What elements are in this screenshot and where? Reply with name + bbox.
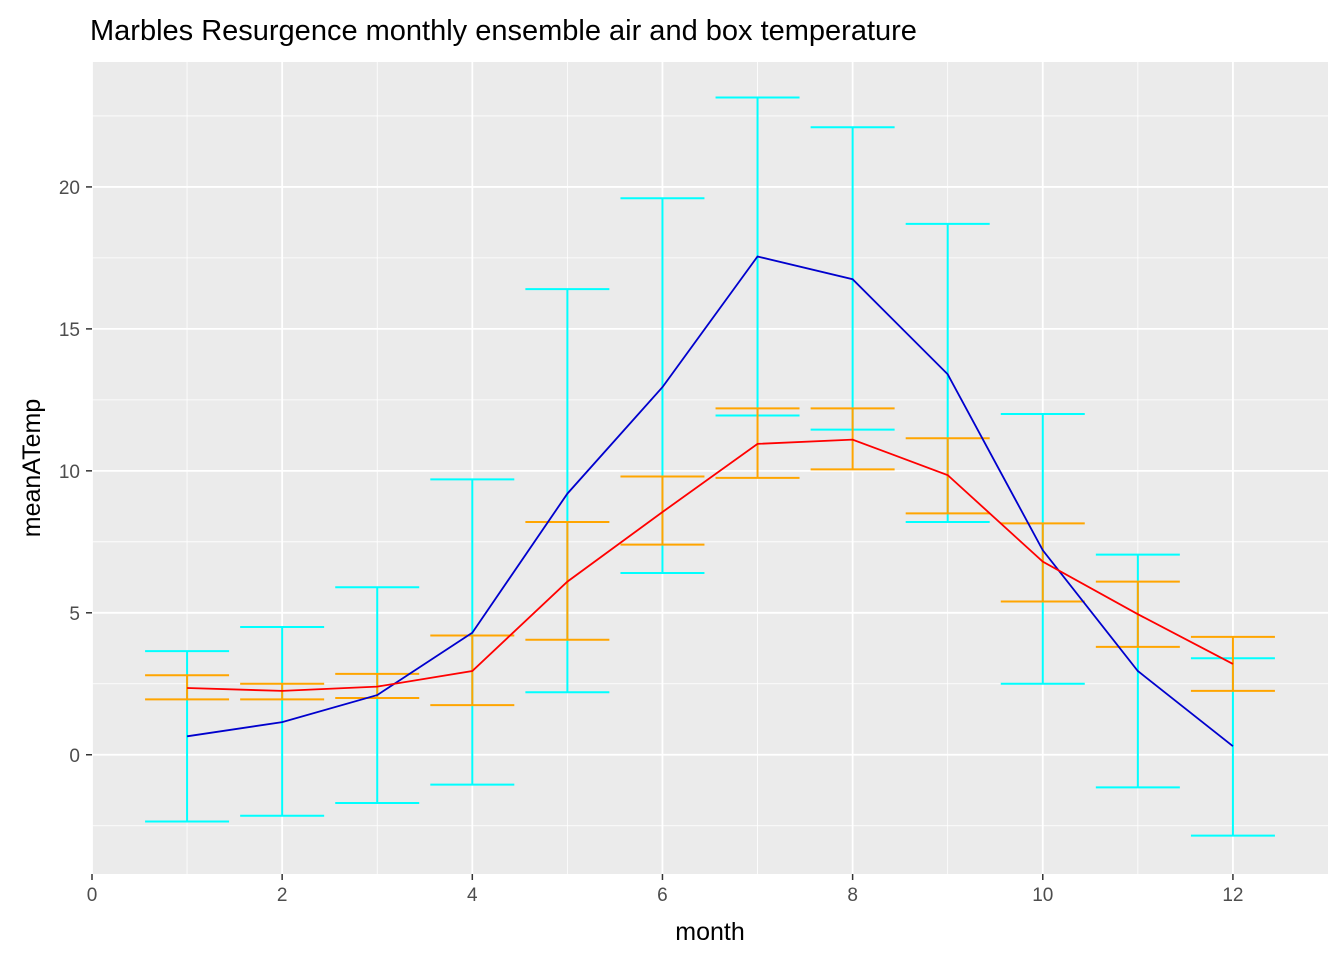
x-tick-label: 2 bbox=[277, 885, 288, 906]
errorbar bbox=[145, 674, 230, 701]
x-tick-label: 0 bbox=[87, 885, 98, 906]
y-tick-label: 10 bbox=[59, 462, 80, 483]
errorbar bbox=[1190, 635, 1275, 692]
y-tick-label: 0 bbox=[69, 746, 80, 767]
x-tick-label: 4 bbox=[467, 885, 478, 906]
x-tick-label: 10 bbox=[1032, 885, 1053, 906]
x-tick-label: 8 bbox=[847, 885, 858, 906]
x-tick-label: 6 bbox=[657, 885, 668, 906]
x-tick-label: 12 bbox=[1222, 885, 1243, 906]
chart-title: Marbles Resurgence monthly ensemble air … bbox=[90, 15, 917, 47]
y-tick-label: 15 bbox=[59, 320, 80, 341]
y-tick-label: 20 bbox=[59, 178, 80, 199]
series-layer bbox=[145, 96, 1275, 837]
series-2-line bbox=[187, 438, 1234, 692]
y-axis-title: meanATemp bbox=[18, 399, 46, 538]
y-tick-label: 5 bbox=[69, 604, 80, 625]
y-axis: 0 5 10 15 20 bbox=[59, 178, 92, 767]
errorbar bbox=[620, 475, 705, 546]
plot-panel bbox=[92, 62, 1328, 874]
x-axis: 0 2 4 6 8 10 12 bbox=[87, 874, 1243, 906]
x-axis-title: month bbox=[675, 918, 744, 946]
